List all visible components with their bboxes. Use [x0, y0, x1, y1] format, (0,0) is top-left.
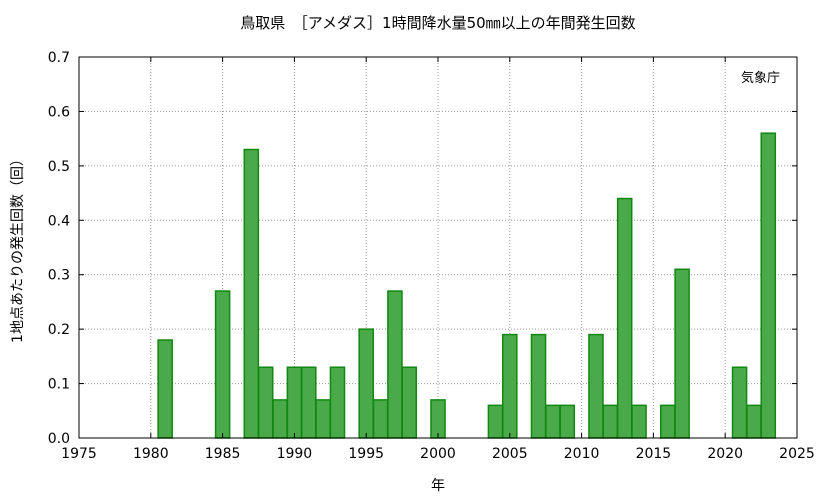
- bar: [674, 268, 690, 439]
- bar: [545, 404, 561, 439]
- bar: [502, 333, 518, 439]
- bar: [430, 399, 446, 439]
- bar: [272, 399, 288, 439]
- y-tick-label: 0.2: [48, 322, 70, 338]
- grid: [79, 57, 797, 438]
- bar: [358, 328, 374, 439]
- y-tick-label: 0.7: [48, 50, 70, 66]
- x-tick-label: 2000: [420, 446, 456, 462]
- bar: [286, 366, 303, 439]
- source-annotation: 気象庁: [741, 70, 780, 86]
- bar: [487, 404, 504, 439]
- x-tick-label: 2005: [492, 446, 528, 462]
- x-axis-label: 年: [431, 478, 445, 494]
- bar: [387, 290, 403, 439]
- y-tick-label: 0.6: [48, 104, 70, 120]
- bars: [157, 132, 777, 439]
- bar: [315, 399, 331, 439]
- x-tick-label: 2025: [779, 446, 815, 462]
- x-tick-label: 1980: [133, 446, 169, 462]
- x-tick-label: 1975: [61, 446, 97, 462]
- y-axis-label: 1地点あたりの発生回数（回）: [10, 152, 26, 343]
- bar: [530, 333, 547, 439]
- bar: [631, 404, 647, 439]
- bar: [157, 339, 173, 439]
- x-tick-label: 1995: [348, 446, 384, 462]
- bar: [401, 366, 418, 439]
- x-tick-label: 2015: [636, 446, 672, 462]
- bar: [300, 366, 317, 439]
- bar: [602, 404, 619, 439]
- x-tick-label: 2020: [707, 446, 743, 462]
- bar: [659, 404, 676, 439]
- x-tick-label: 1990: [277, 446, 313, 462]
- bar: [746, 404, 762, 439]
- bar: [372, 399, 389, 439]
- bar: [760, 132, 777, 439]
- bar: [588, 333, 604, 439]
- bar: [731, 366, 748, 439]
- x-tick-label: 1985: [205, 446, 241, 462]
- y-tick-label: 0.5: [48, 159, 70, 175]
- ticks: 1975 1980 1985 1990 1995 2000 2005 2010 2015 2020…: [48, 50, 815, 462]
- bar: [616, 197, 633, 439]
- y-tick-label: 0.0: [48, 431, 70, 447]
- bar: [243, 148, 260, 439]
- chart-title: 鳥取県 ［アメダス］1時間降水量50㎜以上の年間発生回数: [240, 14, 635, 32]
- bar: [329, 366, 346, 439]
- y-tick-label: 0.1: [48, 377, 70, 393]
- bar: [257, 366, 274, 439]
- bar: [559, 404, 576, 439]
- bar: [214, 290, 231, 439]
- y-tick-label: 0.3: [48, 268, 70, 284]
- y-tick-label: 0.4: [48, 213, 70, 229]
- x-tick-label: 2010: [564, 446, 600, 462]
